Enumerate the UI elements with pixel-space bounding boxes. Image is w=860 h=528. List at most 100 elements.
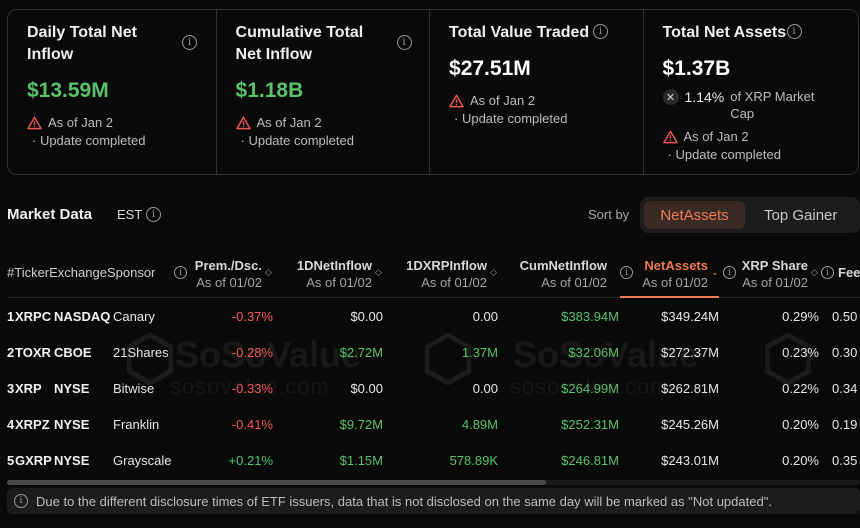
cell-exchange: NYSE	[54, 417, 90, 432]
sort-icon[interactable]: ◇	[375, 267, 382, 277]
info-icon[interactable]: i	[182, 35, 197, 50]
info-icon[interactable]: i	[723, 266, 736, 279]
col-header-label: XRP Share	[741, 258, 808, 273]
sort-icon[interactable]: ◇	[265, 267, 272, 277]
disclosure-note: i Due to the different disclosure times …	[7, 488, 860, 514]
cell-sponsor: Franklin	[113, 417, 160, 432]
cell-share: 0.22%	[782, 381, 819, 396]
cell-fee: 0.34	[832, 381, 858, 396]
card-value: $1.37B	[662, 57, 731, 80]
active-sort-underline	[620, 296, 719, 298]
info-icon[interactable]: i	[396, 35, 412, 50]
cell-inflow: $1.15M	[339, 453, 383, 468]
cell-num: 2	[7, 345, 15, 360]
sort-option-netassets[interactable]: NetAssets	[644, 201, 745, 229]
info-icon[interactable]: i	[786, 24, 802, 39]
cell-cum: $383.94M	[561, 309, 619, 324]
cell-sponsor: Grayscale	[113, 453, 172, 468]
cell-netassets: $245.26M	[661, 417, 719, 432]
info-icon[interactable]: i	[174, 266, 187, 279]
cell-sponsor: 21Shares	[113, 345, 169, 360]
col-header-asof: As of 01/02	[196, 275, 262, 290]
card-title: Cumulative Total Net Inflow	[235, 24, 364, 63]
cell-fee: 0.50	[832, 309, 858, 324]
cell-xrpinflow: 0.00	[472, 309, 498, 324]
xrp-logo-icon: ✕	[662, 89, 679, 105]
cell-netassets: $262.81M	[661, 381, 719, 396]
sort-toggle: NetAssets Top Gainer	[640, 197, 860, 233]
col-header-prem[interactable]: Prem./Dsc. As of 01/02	[190, 257, 262, 291]
note-status: · Update completed	[667, 147, 781, 162]
cell-xrpinflow: 0.00	[472, 381, 498, 396]
card-total-net-assets: Total Net Assets i $1.37B ✕ 1.14% of XRP…	[644, 10, 858, 174]
table-header-divider	[7, 297, 860, 298]
cell-inflow: $0.00	[350, 309, 383, 324]
col-header-identity[interactable]: #TickerExchangeSponsor	[7, 264, 155, 281]
col-header-sponsor: Sponsor	[106, 265, 156, 280]
note-status: · Update completed	[32, 133, 146, 148]
card-note: As of Jan 2 · Update completed	[235, 114, 430, 150]
warning-icon	[662, 130, 678, 144]
note-date: As of Jan 2	[48, 115, 114, 130]
summary-cards: Daily Total Net Inflow i $13.59M As of J…	[7, 9, 859, 175]
col-header-fee[interactable]: Fee	[838, 264, 860, 281]
cell-cum: $252.31M	[561, 417, 619, 432]
cell-exchange: NYSE	[54, 381, 90, 396]
cell-inflow: $2.72M	[339, 345, 383, 360]
col-header-asof: As of 01/02	[421, 275, 487, 290]
col-header-xrpinflow[interactable]: 1DXRPInflow As of 01/02	[396, 257, 487, 291]
cell-fee: 0.30	[832, 345, 858, 360]
cell-prem: +0.21%	[228, 453, 273, 468]
col-header-asof: As of 01/02	[306, 275, 372, 290]
warning-icon	[27, 116, 42, 130]
cell-share: 0.29%	[782, 309, 819, 324]
sort-desc-icon[interactable]: ⌄	[711, 267, 719, 277]
col-header-label: 1DXRPInflow	[406, 258, 487, 273]
info-icon[interactable]: i	[620, 266, 633, 279]
card-value: $13.59M	[27, 79, 109, 102]
col-header-asof: As of 01/02	[541, 275, 607, 290]
cell-num: 3	[7, 381, 15, 396]
cell-netassets: $243.01M	[661, 453, 719, 468]
sort-icon[interactable]: ◇	[811, 267, 818, 277]
cell-prem: -0.33%	[231, 381, 273, 396]
sort-by-label: Sort by	[588, 207, 630, 222]
cell-xrpinflow: 4.89M	[461, 417, 498, 432]
note-date: As of Jan 2	[470, 93, 536, 108]
card-title: Total Net Assets	[662, 24, 787, 41]
col-header-inflow[interactable]: 1DNetInflow As of 01/02	[288, 257, 372, 291]
timezone-label: EST	[117, 207, 143, 222]
cell-sponsor: Canary	[113, 309, 155, 324]
sort-icon[interactable]: ◇	[490, 267, 497, 277]
info-icon[interactable]: i	[821, 266, 834, 279]
note-date: As of Jan 2	[683, 129, 749, 144]
card-total-value-traded: Total Value Traded i $27.51M As of Jan 2…	[430, 10, 644, 174]
card-title: Total Value Traded	[449, 24, 590, 41]
cell-exchange: NYSE	[54, 453, 90, 468]
warning-icon	[235, 116, 251, 130]
info-icon[interactable]: i	[593, 24, 609, 39]
cell-exchange: NASDAQ	[54, 309, 111, 324]
cell-sponsor: Bitwise	[113, 381, 155, 396]
card-note: As of Jan 2 · Update completed	[27, 114, 216, 150]
card-note: As of Jan 2 · Update completed	[662, 128, 858, 164]
col-header-label: NetAssets	[644, 258, 708, 273]
share-value: 1.14%	[684, 89, 725, 105]
card-note: As of Jan 2 · Update completed	[449, 92, 643, 128]
cell-num: 5	[7, 453, 15, 468]
col-header-netassets[interactable]: NetAssets As of 01/02	[630, 257, 708, 291]
info-icon[interactable]: i	[146, 207, 161, 222]
cell-inflow: $9.72M	[339, 417, 383, 432]
col-header-label: Prem./Dsc.	[194, 258, 262, 273]
cell-netassets: $272.37M	[661, 345, 719, 360]
col-header-exchange: Exchange	[49, 265, 107, 280]
cell-prem: -0.28%	[231, 345, 273, 360]
col-header-cum[interactable]: CumNetInflow As of 01/02	[510, 257, 607, 291]
col-header-share[interactable]: XRP Share As of 01/02	[728, 257, 808, 291]
card-value: $27.51M	[449, 57, 531, 80]
horizontal-scrollbar-thumb[interactable]	[7, 480, 546, 485]
col-header-label: CumNetInflow	[519, 258, 607, 273]
sort-option-top-gainer[interactable]: Top Gainer	[764, 206, 838, 224]
col-header-label: Fee	[838, 265, 860, 280]
card-cumulative-net-inflow: Cumulative Total Net Inflow i $1.18B As …	[217, 10, 431, 174]
